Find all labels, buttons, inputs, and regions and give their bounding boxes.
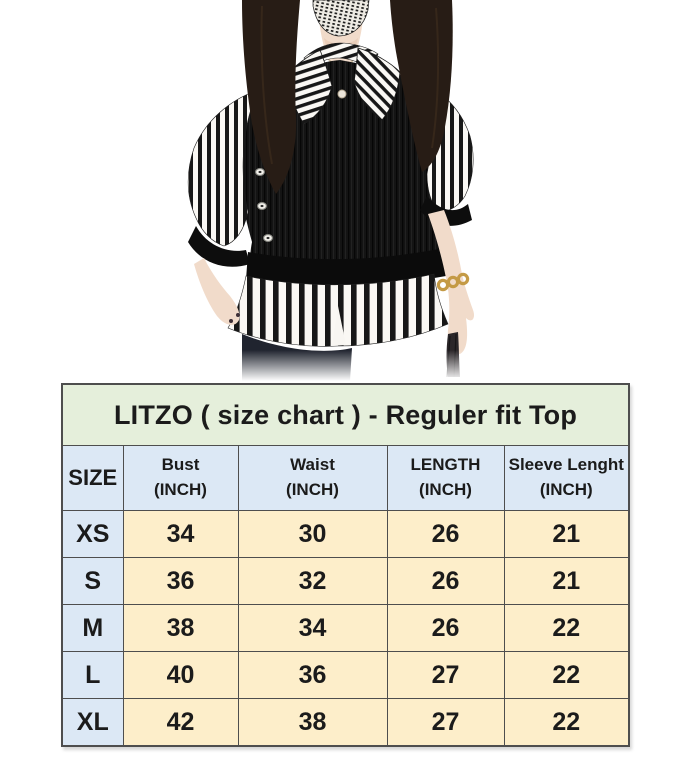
size-label-cell: M — [61, 604, 124, 652]
shirt-collar — [285, 42, 401, 125]
product-photo — [0, 0, 679, 381]
length-value-cell: 26 — [386, 510, 505, 558]
size-chart: LITZO ( size chart ) - Reguler fit Top S… — [61, 383, 631, 747]
sleeve-cuff-left — [188, 226, 250, 267]
sleeve-value-cell: 21 — [503, 510, 630, 558]
vest-hem-band — [246, 248, 446, 287]
col-header-unit: (INCH) — [539, 480, 593, 499]
size-label-cell: L — [61, 651, 124, 699]
sleeve-value-cell: 22 — [503, 651, 630, 699]
sleeve-value-cell: 22 — [503, 698, 630, 747]
col-header-unit: (INCH) — [419, 480, 472, 499]
length-value-cell: 27 — [386, 698, 505, 747]
model-right-hand — [428, 210, 475, 355]
length-value-cell: 26 — [386, 604, 505, 652]
col-header-label: SIZE — [68, 465, 118, 491]
col-header-label: Sleeve Lenght — [508, 455, 624, 475]
size-chart-header-row: SIZE Bust (INCH) Waist (INCH) LENGTH (IN… — [61, 445, 630, 511]
gold-watch-icon — [436, 272, 470, 292]
size-row-l: L 40 36 27 22 — [61, 651, 630, 699]
size-chart-title-row: LITZO ( size chart ) - Reguler fit Top — [61, 383, 630, 446]
col-header-length: LENGTH (INCH) — [386, 445, 505, 511]
sleeve-value-cell: 21 — [503, 557, 630, 605]
striped-sleeve-left — [187, 89, 259, 247]
length-value-cell: 27 — [386, 651, 505, 699]
model-hair — [242, 0, 453, 194]
face-mask-icon — [312, 0, 370, 37]
model-left-hand — [194, 258, 240, 325]
size-chart-title: LITZO ( size chart ) - Reguler fit Top — [61, 383, 630, 446]
bust-value-cell: 38 — [122, 604, 239, 652]
size-label-cell: XS — [61, 510, 124, 558]
col-header-unit: (INCH) — [286, 480, 339, 499]
col-header-unit: (INCH) — [154, 480, 207, 499]
striped-peplum-hem — [227, 273, 449, 347]
size-row-s: S 36 32 26 21 — [61, 557, 630, 605]
waist-value-cell: 34 — [237, 604, 388, 652]
waist-value-cell: 32 — [237, 557, 388, 605]
bust-value-cell: 42 — [122, 698, 239, 747]
sleeve-value-cell: 22 — [503, 604, 630, 652]
size-chart-table: LITZO ( size chart ) - Reguler fit Top S… — [61, 383, 631, 747]
length-value-cell: 26 — [386, 557, 505, 605]
size-label-cell: S — [61, 557, 124, 605]
waist-value-cell: 30 — [237, 510, 388, 558]
col-header-sleeve-length: Sleeve Lenght (INCH) — [503, 445, 630, 511]
col-header-waist: Waist (INCH) — [237, 445, 388, 511]
size-row-m: M 38 34 26 22 — [61, 604, 630, 652]
bust-value-cell: 36 — [122, 557, 239, 605]
size-label-cell: XL — [61, 698, 124, 747]
waist-value-cell: 36 — [237, 651, 388, 699]
bust-value-cell: 40 — [122, 651, 239, 699]
photo-bottom-fade — [170, 350, 510, 381]
waist-value-cell: 38 — [237, 698, 388, 747]
col-header-label: Waist — [290, 455, 335, 475]
col-header-label: LENGTH — [410, 455, 481, 475]
bust-value-cell: 34 — [122, 510, 239, 558]
size-row-xl: XL 42 38 27 22 — [61, 698, 630, 747]
col-header-size: SIZE — [61, 445, 124, 511]
col-header-label: Bust — [161, 455, 200, 475]
size-row-xs: XS 34 30 26 21 — [61, 510, 630, 558]
col-header-bust: Bust (INCH) — [122, 445, 239, 511]
